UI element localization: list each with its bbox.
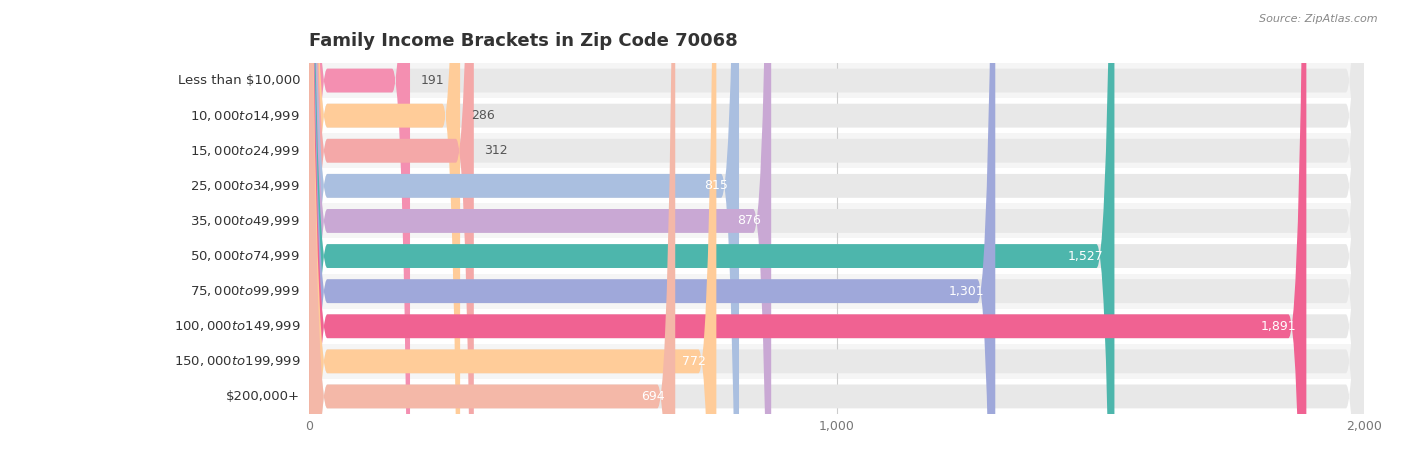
FancyBboxPatch shape: [309, 0, 1364, 450]
FancyBboxPatch shape: [309, 0, 675, 450]
Text: $35,000 to $49,999: $35,000 to $49,999: [190, 214, 299, 228]
Text: $200,000+: $200,000+: [226, 390, 299, 403]
Text: $150,000 to $199,999: $150,000 to $199,999: [173, 354, 299, 369]
FancyBboxPatch shape: [309, 344, 1364, 379]
FancyBboxPatch shape: [309, 0, 1364, 450]
Text: 191: 191: [420, 74, 444, 87]
Text: Less than $10,000: Less than $10,000: [177, 74, 299, 87]
Text: 1,891: 1,891: [1260, 320, 1296, 333]
Text: Source: ZipAtlas.com: Source: ZipAtlas.com: [1260, 14, 1378, 23]
Text: 286: 286: [471, 109, 495, 122]
FancyBboxPatch shape: [309, 0, 1364, 450]
FancyBboxPatch shape: [309, 379, 1364, 414]
FancyBboxPatch shape: [309, 0, 1364, 450]
FancyBboxPatch shape: [309, 0, 460, 450]
Text: 815: 815: [704, 180, 728, 192]
FancyBboxPatch shape: [309, 0, 1306, 450]
FancyBboxPatch shape: [309, 238, 1364, 274]
FancyBboxPatch shape: [309, 0, 995, 450]
FancyBboxPatch shape: [309, 0, 1364, 450]
FancyBboxPatch shape: [309, 203, 1364, 238]
FancyBboxPatch shape: [309, 0, 1364, 450]
Text: 772: 772: [682, 355, 706, 368]
FancyBboxPatch shape: [309, 274, 1364, 309]
FancyBboxPatch shape: [309, 168, 1364, 203]
FancyBboxPatch shape: [309, 0, 716, 450]
FancyBboxPatch shape: [309, 309, 1364, 344]
FancyBboxPatch shape: [309, 0, 1364, 450]
FancyBboxPatch shape: [309, 0, 772, 450]
FancyBboxPatch shape: [309, 63, 1364, 98]
Text: $50,000 to $74,999: $50,000 to $74,999: [190, 249, 299, 263]
FancyBboxPatch shape: [309, 98, 1364, 133]
FancyBboxPatch shape: [309, 0, 740, 450]
FancyBboxPatch shape: [309, 0, 1364, 450]
Text: $75,000 to $99,999: $75,000 to $99,999: [190, 284, 299, 298]
Text: $100,000 to $149,999: $100,000 to $149,999: [173, 319, 299, 333]
Text: 1,301: 1,301: [949, 285, 984, 297]
FancyBboxPatch shape: [309, 0, 1364, 450]
Text: Family Income Brackets in Zip Code 70068: Family Income Brackets in Zip Code 70068: [309, 32, 738, 50]
FancyBboxPatch shape: [309, 0, 474, 450]
Text: $25,000 to $34,999: $25,000 to $34,999: [190, 179, 299, 193]
Text: $15,000 to $24,999: $15,000 to $24,999: [190, 144, 299, 158]
Text: $10,000 to $14,999: $10,000 to $14,999: [190, 108, 299, 123]
Text: 876: 876: [737, 215, 761, 227]
Text: 1,527: 1,527: [1069, 250, 1104, 262]
FancyBboxPatch shape: [309, 133, 1364, 168]
Text: 694: 694: [641, 390, 665, 403]
FancyBboxPatch shape: [309, 0, 1115, 450]
Text: 312: 312: [484, 144, 508, 157]
FancyBboxPatch shape: [309, 0, 1364, 450]
FancyBboxPatch shape: [309, 0, 411, 450]
